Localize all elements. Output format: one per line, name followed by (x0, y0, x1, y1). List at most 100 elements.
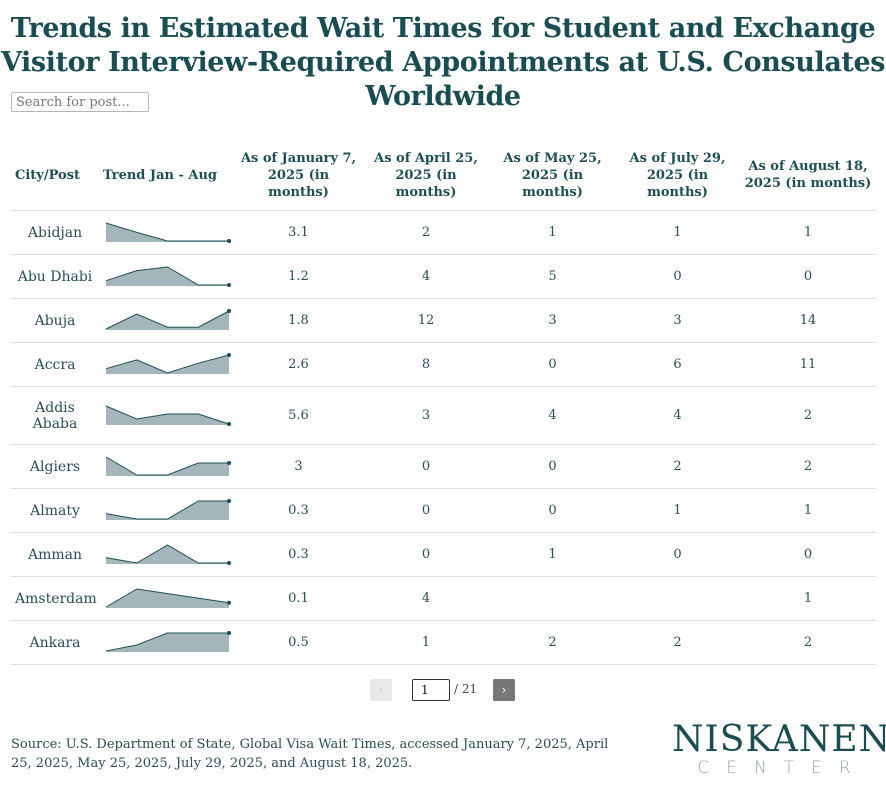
column-header-may[interactable]: As of May 25, 2025 (in months) (490, 140, 615, 211)
city-cell: Almaty (11, 488, 99, 533)
sparkline-end-point (227, 421, 231, 426)
table-row: Amman 0.3 0 1 0 0 (11, 532, 876, 577)
sparkline-area (106, 354, 229, 374)
column-header-jan[interactable]: As of January 7, 2025 (in months) (235, 140, 362, 211)
sparkline-end-point (227, 630, 231, 635)
jul-value-cell: 0 (615, 532, 740, 577)
sparkline-area (106, 632, 229, 652)
trend-sparkline (105, 543, 231, 565)
table-row: Almaty 0.3 0 0 1 1 (11, 488, 876, 533)
jan-value-cell: 0.5 (235, 620, 362, 665)
jul-value-cell: 2 (615, 620, 740, 665)
table-body: Abidjan 3.1 2 1 1 1 Abu Dhabi 1.2 4 5 0 0 Abuja 1.8 12… (11, 210, 876, 665)
sparkline-end-point (227, 498, 231, 503)
search-input[interactable] (11, 92, 149, 112)
city-cell: Abuja (11, 298, 99, 343)
trend-sparkline (105, 630, 231, 652)
table-row: Abu Dhabi 1.2 4 5 0 0 (11, 254, 876, 299)
pagination: ‹ / 21 › (0, 679, 886, 703)
jan-value-cell: 0.3 (235, 532, 362, 577)
apr-value-cell: 4 (362, 576, 490, 621)
sparkline-area (106, 222, 229, 242)
jan-value-cell: 3 (235, 444, 362, 489)
column-header-trend[interactable]: Trend Jan - Aug (99, 140, 235, 211)
city-cell: Abu Dhabi (11, 254, 99, 299)
jan-value-cell: 0.1 (235, 576, 362, 621)
apr-value-cell: 0 (362, 532, 490, 577)
sparkline-line (105, 500, 229, 519)
jul-value-cell: 6 (615, 342, 740, 387)
jul-value-cell: 3 (615, 298, 740, 343)
page-number-input[interactable] (412, 679, 450, 701)
jul-value-cell: 2 (615, 444, 740, 489)
trend-cell (99, 254, 235, 299)
sparkline-end-point (227, 282, 231, 287)
aug-value-cell: 2 (740, 620, 876, 665)
page-total: / 21 (454, 682, 478, 696)
trend-sparkline (105, 456, 231, 476)
jan-value-cell: 0.3 (235, 488, 362, 533)
table-row: Abuja 1.8 12 3 3 14 (11, 298, 876, 343)
may-value-cell: 3 (490, 298, 615, 343)
column-header-apr[interactable]: As of April 25, 2025 (in months) (362, 140, 490, 211)
sparkline-end-point (227, 238, 231, 243)
niskanen-logo: NISKANEN CENTER (672, 719, 886, 779)
sparkline-line (105, 632, 229, 651)
column-header-aug[interactable]: As of August 18, 2025 (in months) (740, 140, 876, 211)
may-value-cell: 0 (490, 488, 615, 533)
city-cell: Abidjan (11, 210, 99, 255)
may-value-cell: 4 (490, 386, 615, 445)
city-cell: Accra (11, 342, 99, 387)
apr-value-cell: 4 (362, 254, 490, 299)
table-row: Accra 2.6 8 0 6 11 (11, 342, 876, 387)
trend-sparkline (105, 405, 231, 426)
sparkline-area (106, 544, 229, 564)
prev-page-button[interactable]: ‹ (370, 679, 392, 701)
sparkline-line (105, 543, 229, 564)
jul-value-cell: 0 (615, 254, 740, 299)
table-row: Ankara 0.5 1 2 2 2 (11, 620, 876, 665)
sparkline-area (106, 405, 229, 425)
sparkline-end-point (227, 560, 231, 565)
sparkline-area (106, 456, 229, 476)
wait-times-table: City/Post Trend Jan - Aug As of January … (11, 140, 876, 665)
sparkline-line (105, 405, 230, 424)
may-value-cell: 0 (490, 342, 615, 387)
jan-value-cell: 1.2 (235, 254, 362, 299)
logo-wordmark: NISKANEN (672, 719, 886, 760)
trend-cell (99, 620, 235, 665)
trend-cell (99, 488, 235, 533)
column-header-city[interactable]: City/Post (11, 140, 99, 211)
trend-sparkline (105, 352, 231, 374)
trend-cell (99, 342, 235, 387)
column-header-jul[interactable]: As of July 29, 2025 (in months) (615, 140, 740, 211)
apr-value-cell: 12 (362, 298, 490, 343)
table-header-row: City/Post Trend Jan - Aug As of January … (11, 140, 876, 211)
jan-value-cell: 2.6 (235, 342, 362, 387)
jan-value-cell: 5.6 (235, 386, 362, 445)
aug-value-cell: 1 (740, 488, 876, 533)
apr-value-cell: 1 (362, 620, 490, 665)
trend-sparkline (105, 498, 231, 520)
sparkline-line (105, 587, 230, 607)
aug-value-cell: 0 (740, 254, 876, 299)
may-value-cell (490, 576, 615, 621)
aug-value-cell: 2 (740, 386, 876, 445)
apr-value-cell: 3 (362, 386, 490, 445)
aug-value-cell: 14 (740, 298, 876, 343)
jul-value-cell: 1 (615, 488, 740, 533)
city-cell: Amsterdam (11, 576, 99, 621)
sparkline-area (106, 500, 229, 520)
jan-value-cell: 1.8 (235, 298, 362, 343)
jul-value-cell: 1 (615, 210, 740, 255)
sparkline-line (105, 310, 230, 329)
apr-value-cell: 0 (362, 488, 490, 533)
aug-value-cell: 11 (740, 342, 876, 387)
next-page-button[interactable]: › (493, 679, 515, 701)
sparkline-line (105, 222, 229, 241)
may-value-cell: 5 (490, 254, 615, 299)
jul-value-cell: 4 (615, 386, 740, 445)
may-value-cell: 1 (490, 532, 615, 577)
sparkline-area (106, 266, 229, 286)
aug-value-cell: 0 (740, 532, 876, 577)
